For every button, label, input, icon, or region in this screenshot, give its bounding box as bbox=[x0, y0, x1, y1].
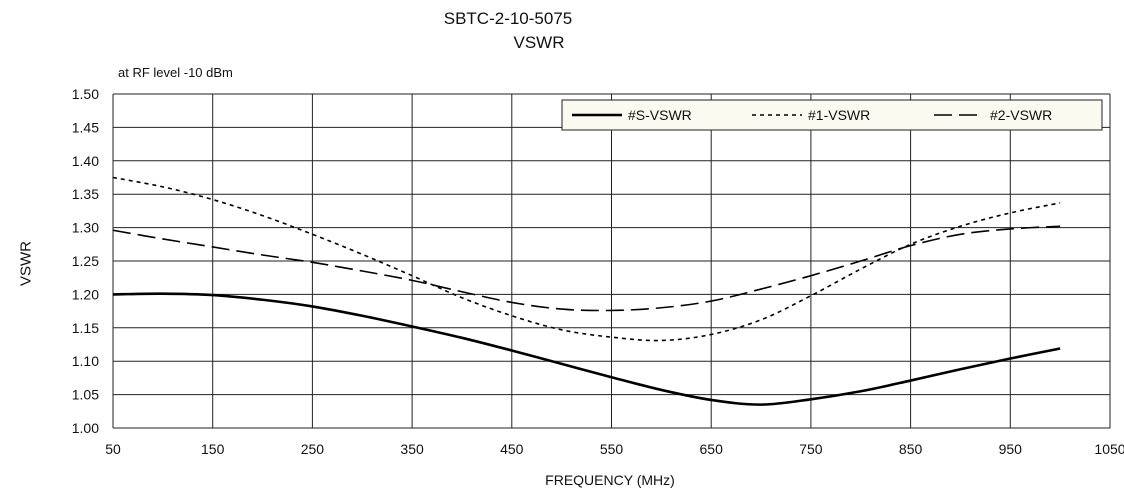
x-tick-label: 550 bbox=[600, 441, 624, 457]
y-tick-label: 1.30 bbox=[72, 220, 99, 236]
series-line-1 bbox=[112, 292, 1061, 406]
legend-label-2: #1-VSWR bbox=[808, 107, 870, 123]
y-tick-label: 1.50 bbox=[72, 86, 99, 102]
y-tick-label: 1.00 bbox=[72, 420, 99, 436]
x-tick-label: 50 bbox=[105, 441, 121, 457]
x-tick-label: 450 bbox=[500, 441, 524, 457]
y-tick-label: 1.35 bbox=[72, 186, 99, 202]
chart-subtitle: VSWR bbox=[513, 33, 565, 52]
series-line-3 bbox=[112, 225, 1061, 312]
legend-label-3: #2-VSWR bbox=[990, 107, 1052, 123]
y-tick-label: 1.20 bbox=[72, 286, 99, 302]
x-axis-label: FREQUENCY (MHz) bbox=[545, 472, 675, 488]
x-tick-label: 250 bbox=[301, 441, 325, 457]
y-tick-label: 1.10 bbox=[72, 353, 99, 369]
x-tick-label: 350 bbox=[400, 441, 424, 457]
series-line-2 bbox=[112, 176, 1061, 342]
legend-box bbox=[561, 99, 1103, 131]
x-tick-label: 150 bbox=[201, 441, 225, 457]
chart-title: SBTC-2-10-5075 bbox=[443, 9, 573, 28]
x-tick-labels: 50 150 250 350 450 550 650 750 850 950 1050 bbox=[105, 441, 1124, 457]
y-tick-label: 1.45 bbox=[72, 119, 99, 135]
legend-label-1: #S-VSWR bbox=[628, 107, 692, 123]
legend: #S-VSWR #1-VSWR #2-VSWR bbox=[561, 99, 1103, 131]
x-tick-label: 750 bbox=[799, 441, 823, 457]
x-tick-label: 650 bbox=[700, 441, 724, 457]
x-tick-label: 850 bbox=[899, 441, 923, 457]
x-tick-label: 1050 bbox=[1094, 441, 1124, 457]
x-tick-label: 950 bbox=[999, 441, 1023, 457]
chart-note: at RF level -10 dBm bbox=[118, 65, 233, 80]
series-lines bbox=[112, 176, 1061, 406]
y-tick-label: 1.40 bbox=[72, 153, 99, 169]
y-tick-label: 1.15 bbox=[72, 320, 99, 336]
y-tick-labels: 1.00 1.05 1.10 1.15 1.20 1.25 1.30 1.35 1.40 1.45… bbox=[72, 86, 99, 436]
y-tick-label: 1.05 bbox=[72, 387, 99, 403]
grid bbox=[112, 93, 1111, 429]
y-tick-label: 1.25 bbox=[72, 253, 99, 269]
